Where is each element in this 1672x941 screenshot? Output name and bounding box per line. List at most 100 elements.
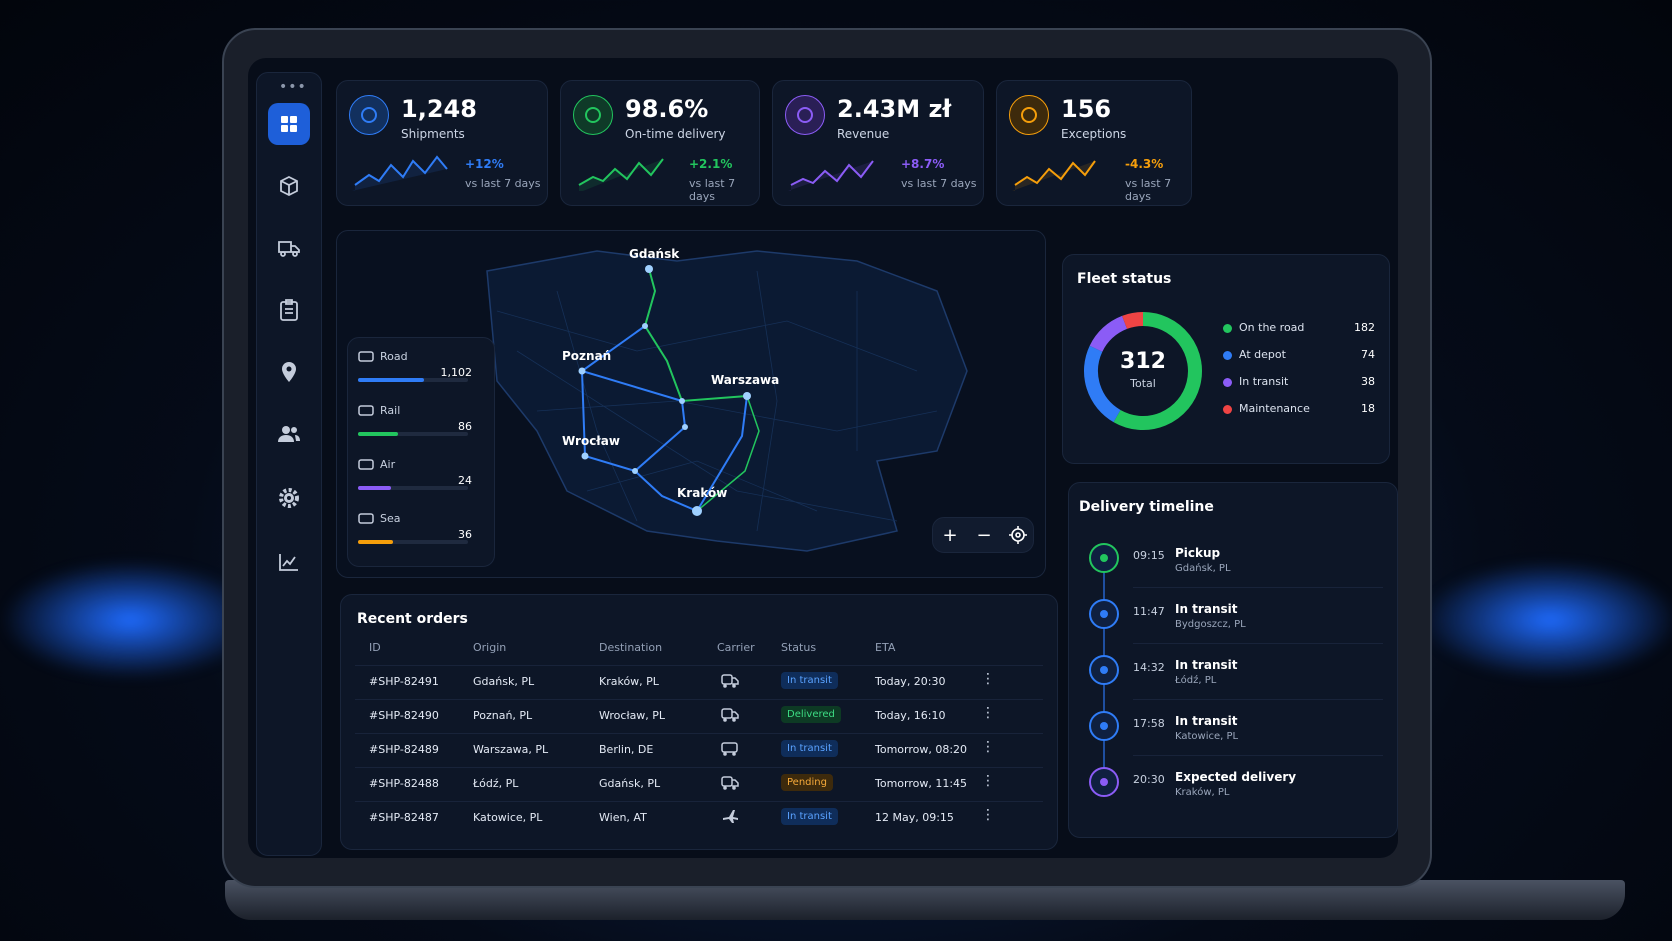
icon-glyph — [732, 677, 739, 685]
status-pill: Pending — [781, 774, 833, 791]
icon — [1021, 107, 1037, 123]
kpi-icon — [349, 95, 389, 135]
icon — [361, 107, 377, 123]
country-outline — [486, 250, 968, 552]
table-header: ID — [369, 641, 381, 654]
zoom-out[interactable]: − — [976, 524, 992, 546]
icon-glyph — [1100, 610, 1108, 618]
icon — [585, 107, 601, 123]
fleet-total: 312 — [1120, 349, 1166, 374]
fleet-total-label: Total — [1130, 377, 1156, 390]
nav-locations[interactable] — [268, 351, 310, 393]
kpi-change: -4.3% — [1125, 157, 1164, 171]
nav-analytics[interactable] — [268, 541, 310, 583]
mode-count: 1,102 — [440, 366, 473, 379]
icon — [280, 299, 298, 321]
kpi-value: 98.6% — [625, 95, 709, 123]
table-cell: 12 May, 09:15 — [875, 811, 954, 824]
mode-panel: Road 1,102 Rail 86 Air 24 Sea 36 — [347, 337, 495, 567]
kpi-value: 1,248 — [401, 95, 477, 123]
sparkline — [578, 158, 664, 191]
timeline-divider — [1133, 587, 1383, 588]
icon-glyph — [723, 786, 727, 790]
icon — [1100, 722, 1108, 730]
orders-title: Recent orders — [357, 611, 468, 627]
backdrop-glow — [0, 560, 260, 680]
timeline-divider — [1133, 699, 1383, 700]
status-pill: In transit — [781, 740, 838, 757]
donut-segment — [1084, 345, 1121, 423]
icon-glyph — [1100, 554, 1108, 562]
order-id: #SHP-82489 — [369, 743, 439, 756]
timeline-title: In transit — [1175, 602, 1238, 616]
nav-settings[interactable] — [268, 477, 310, 519]
mode-name: Air — [380, 458, 396, 471]
icon-glyph — [585, 107, 601, 123]
timeline-place: Łódź, PL — [1175, 675, 1217, 686]
kpi-change: +12% — [465, 157, 504, 171]
carrier-icon — [721, 708, 739, 722]
kpi-period: vs last 7 days — [465, 177, 541, 190]
mode-bar — [358, 432, 398, 436]
carrier-icon — [723, 810, 738, 823]
legend-label: At depot — [1239, 348, 1286, 361]
sidebar-dots: ••• — [279, 79, 307, 95]
mode-bar-track — [358, 486, 468, 490]
row-menu[interactable]: ⋮ — [981, 773, 995, 789]
kpi-icon — [1009, 95, 1049, 135]
icon — [281, 116, 297, 132]
nav-dashboard[interactable] — [268, 103, 310, 145]
icon — [279, 554, 298, 571]
mode-name: Sea — [380, 512, 401, 525]
icon-glyph — [358, 459, 374, 470]
table-cell: Łódź, PL — [473, 777, 519, 790]
icon-glyph — [1100, 722, 1108, 730]
legend-dot — [1223, 351, 1232, 360]
sparkline-line — [790, 160, 874, 186]
nav-fleet[interactable] — [268, 227, 310, 269]
mode-bar-track — [358, 432, 468, 436]
icon-glyph — [721, 776, 733, 787]
zoom-in[interactable]: + — [942, 524, 958, 546]
status-pill: In transit — [781, 808, 838, 825]
row-menu[interactable]: ⋮ — [981, 807, 995, 823]
order-id: #SHP-82491 — [369, 675, 439, 688]
legend-value: 182 — [1354, 321, 1375, 334]
mode-icon — [358, 459, 374, 470]
sparkline — [788, 160, 874, 191]
recenter[interactable] — [1001, 518, 1035, 552]
icon — [1100, 554, 1108, 562]
order-id: #SHP-82490 — [369, 709, 439, 722]
timeline-card: Delivery timeline 09:15 Pickup Gdańsk, PL 1… — [1068, 482, 1398, 838]
timeline-marker — [1089, 711, 1119, 741]
icon-glyph — [1021, 107, 1037, 123]
map-graphic — [486, 250, 968, 552]
table-cell: Today, 16:10 — [875, 709, 946, 722]
legend-value: 74 — [1361, 348, 1375, 361]
sparkline-area — [1012, 161, 1095, 191]
row-divider — [355, 801, 1043, 802]
table-cell: Katowice, PL — [473, 811, 543, 824]
nav-orders[interactable] — [268, 289, 310, 331]
row-divider — [355, 665, 1043, 666]
icon — [797, 107, 813, 123]
city-label: Wrocław — [562, 434, 620, 448]
timeline-time: 14:32 — [1133, 661, 1165, 674]
icon — [1100, 778, 1108, 786]
carrier-icon — [721, 674, 739, 688]
status-pill: Delivered — [781, 706, 841, 723]
nav-shipments[interactable] — [268, 165, 310, 207]
row-menu[interactable]: ⋮ — [981, 739, 995, 755]
icon-glyph — [721, 708, 733, 719]
icon-glyph — [723, 684, 727, 688]
sidebar: ••• — [256, 72, 322, 856]
row-menu[interactable]: ⋮ — [981, 671, 995, 687]
icon — [1100, 666, 1108, 674]
nav-users[interactable] — [268, 413, 310, 455]
table-cell: Warszawa, PL — [473, 743, 549, 756]
kpi-label: Exceptions — [1061, 127, 1127, 141]
kpi-icon — [785, 95, 825, 135]
row-menu[interactable]: ⋮ — [981, 705, 995, 721]
icon — [278, 241, 300, 257]
kpi-period: vs last 7 days — [901, 177, 977, 190]
